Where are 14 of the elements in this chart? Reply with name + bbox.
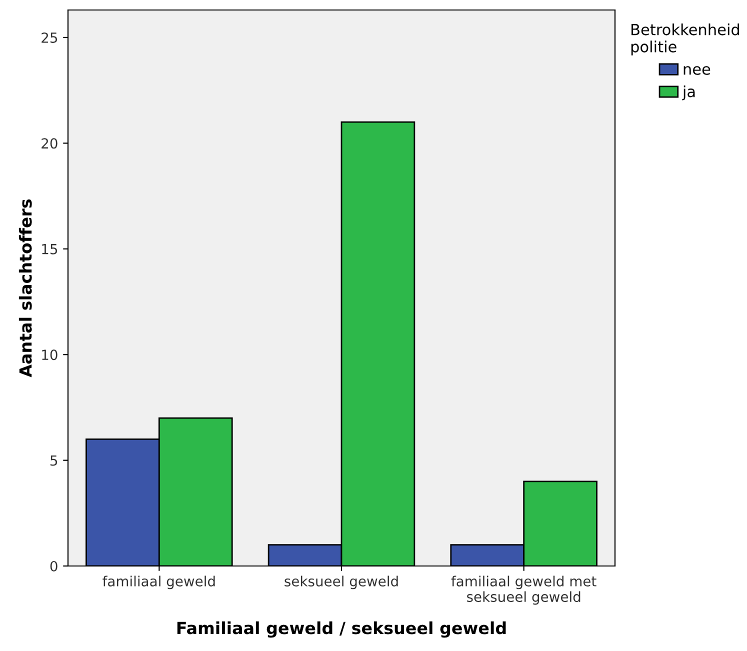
legend-label: ja [682, 85, 695, 100]
x-tick-label: familiaal geweld met seksueel geweld [451, 576, 596, 605]
y-tick-label: 20 [42, 138, 58, 149]
legend-label: nee [684, 66, 710, 75]
y-tick-label: 0 [50, 560, 58, 572]
y-axis-title: Aantal slachtoffers [18, 199, 32, 378]
y-tick-label: 10 [42, 350, 58, 360]
x-tick-label: familiaal geweld [102, 576, 215, 590]
x-tick-label: seksueel geweld [284, 576, 398, 590]
y-tick-label: 5 [50, 455, 58, 466]
y-tick-label: 25 [42, 32, 58, 43]
x-axis-title: Familiaal geweld / seksueel geweld [177, 621, 506, 638]
y-tick-label: 15 [42, 244, 58, 254]
legend-title: Betrokkenheid politie [631, 24, 740, 56]
